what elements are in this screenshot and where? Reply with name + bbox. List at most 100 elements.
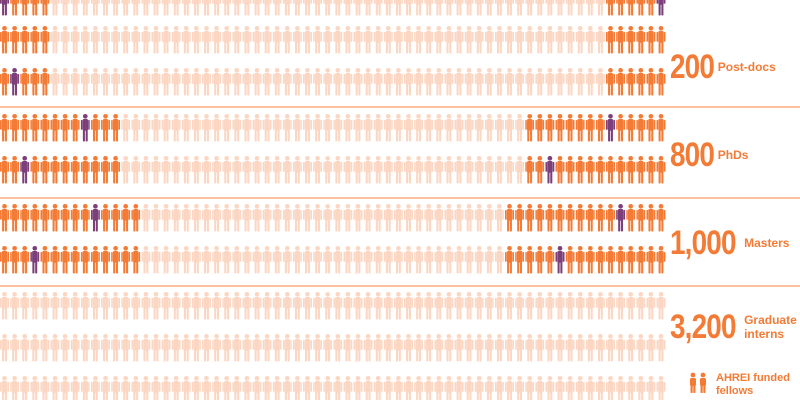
person-icon-funded	[636, 203, 646, 232]
person-icon	[252, 0, 262, 16]
person-icon	[171, 0, 181, 16]
person-icon-funded	[595, 203, 605, 232]
person-icon	[262, 291, 272, 320]
person-icon	[545, 25, 555, 54]
person-icon	[353, 375, 363, 400]
person-icon	[222, 113, 232, 142]
category-label: Graduate interns	[744, 313, 797, 341]
person-icon	[131, 25, 141, 54]
person-icon	[202, 203, 211, 232]
person-icon-funded	[70, 113, 80, 142]
person-icon	[191, 155, 201, 184]
person-icon	[505, 0, 514, 16]
person-icon-funded	[90, 245, 100, 274]
person-icon-funded	[575, 245, 585, 274]
person-icon	[414, 25, 424, 54]
person-icon	[333, 0, 343, 16]
person-icon	[10, 375, 20, 400]
person-icon	[141, 0, 151, 16]
person-icon	[343, 0, 353, 16]
person-icon-funded	[585, 113, 595, 142]
person-icon-funded	[111, 113, 121, 142]
category-label: PhDs	[717, 148, 749, 162]
person-icon	[474, 25, 484, 54]
person-icon	[474, 0, 484, 16]
person-icon-funded	[60, 113, 70, 142]
person-icon	[454, 155, 464, 184]
person-icon	[333, 333, 343, 362]
person-icon	[191, 113, 201, 142]
person-icon	[141, 25, 151, 54]
person-icon	[222, 333, 232, 362]
person-icon	[393, 375, 403, 400]
person-icon	[292, 291, 302, 320]
person-icon-funded	[0, 155, 9, 184]
person-icon	[555, 291, 565, 320]
person-icon-funded	[535, 113, 545, 142]
person-icon	[50, 291, 60, 320]
person-icon	[212, 291, 222, 320]
person-icon	[575, 0, 585, 16]
person-icon-funded	[595, 113, 605, 142]
person-icon	[505, 113, 514, 142]
person-icon-funded	[50, 203, 60, 232]
person-icon	[232, 67, 242, 96]
person-icon-funded	[30, 67, 40, 96]
person-icon	[535, 291, 545, 320]
person-icon	[202, 375, 211, 400]
person-icon-funded	[101, 203, 110, 232]
person-icon	[202, 67, 211, 96]
person-icon-funded	[626, 0, 636, 16]
person-icon	[212, 25, 222, 54]
person-icon	[474, 375, 484, 400]
person-icon	[373, 25, 383, 54]
person-icon-funded	[626, 245, 636, 274]
person-icon	[141, 291, 151, 320]
person-icon	[222, 291, 232, 320]
person-icon	[646, 375, 656, 400]
person-icon-funded	[111, 203, 121, 232]
person-icon	[161, 67, 171, 96]
person-icon-funded	[636, 25, 646, 54]
person-icon-funded	[535, 155, 545, 184]
person-icon	[272, 291, 282, 320]
person-icon	[343, 291, 353, 320]
person-icon	[242, 245, 252, 274]
person-icon	[70, 375, 80, 400]
person-icon-funded	[30, 113, 40, 142]
person-icon	[515, 291, 525, 320]
person-icon-funded	[515, 203, 525, 232]
person-icon	[212, 155, 222, 184]
person-icon	[50, 67, 60, 96]
person-icon	[313, 67, 323, 96]
person-icon	[363, 25, 373, 54]
person-icon	[50, 0, 60, 16]
person-icon	[454, 67, 464, 96]
person-icon	[292, 333, 302, 362]
person-icon	[424, 245, 434, 274]
person-icon	[434, 333, 444, 362]
person-icon	[343, 203, 353, 232]
person-icon	[424, 375, 434, 400]
person-icon	[404, 333, 413, 362]
person-icon	[202, 245, 211, 274]
person-pair-icon	[690, 372, 706, 393]
person-icon	[606, 333, 615, 362]
person-icon	[464, 113, 474, 142]
person-icon	[494, 155, 504, 184]
person-icon-funded	[555, 245, 565, 274]
person-icon	[101, 67, 110, 96]
person-icon-funded	[595, 155, 605, 184]
person-icon-funded	[616, 113, 626, 142]
person-icon-funded	[10, 67, 20, 96]
person-icon	[474, 203, 484, 232]
person-icon-funded	[40, 245, 50, 274]
person-icon-funded	[525, 113, 535, 142]
person-icon	[454, 375, 464, 400]
person-icon	[404, 67, 413, 96]
person-icon	[0, 333, 9, 362]
person-icon	[474, 333, 484, 362]
person-icon	[171, 25, 181, 54]
person-icon	[505, 155, 514, 184]
person-icon	[474, 113, 484, 142]
